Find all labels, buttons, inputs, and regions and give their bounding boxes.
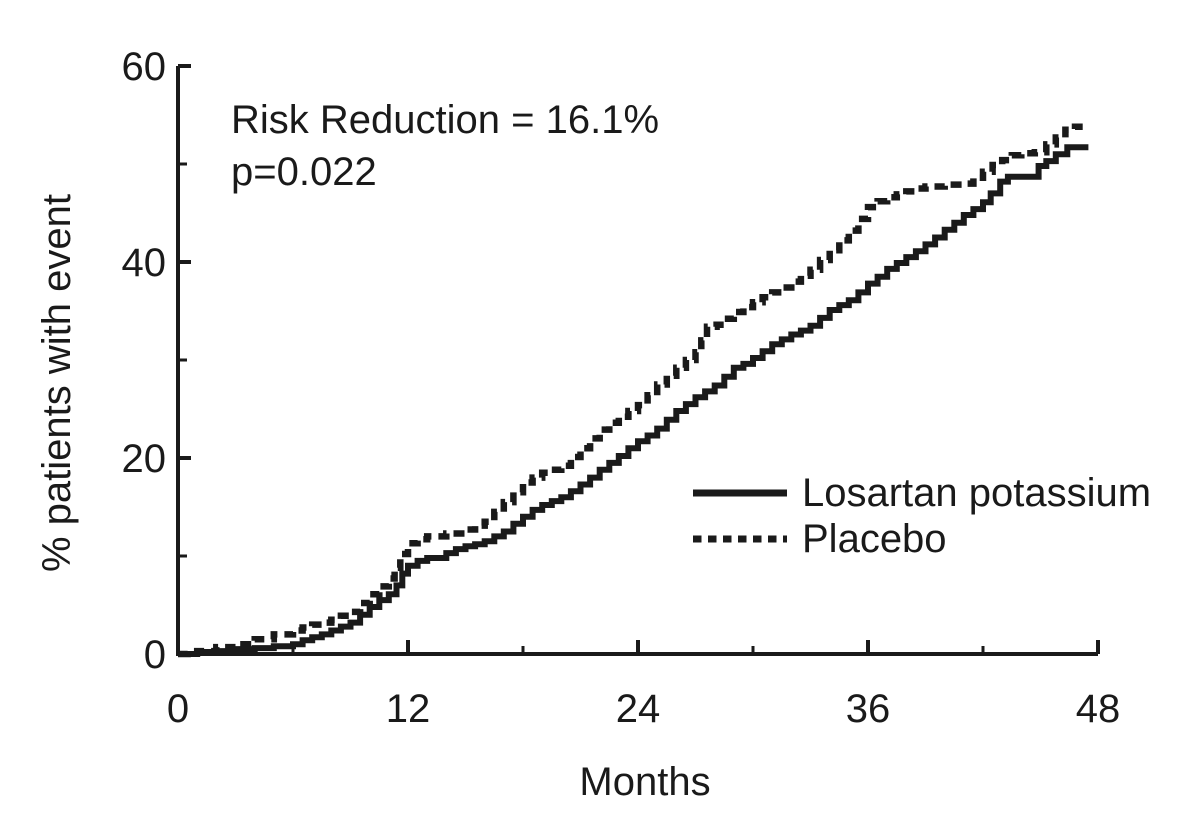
losartan-curve	[178, 144, 1089, 657]
x-tick-label-24: 24	[616, 687, 661, 731]
x-axis-title: Months	[579, 760, 711, 804]
x-tick-label-12: 12	[386, 687, 431, 731]
y-tick-label-0: 0	[144, 633, 166, 677]
x-tick-label-0: 0	[167, 687, 189, 731]
y-tick-label-60: 60	[122, 45, 167, 89]
legend-label-losartan: Losartan potassium	[802, 471, 1152, 515]
placebo-curve	[178, 123, 1083, 658]
annotation-p-value: p=0.022	[231, 150, 377, 194]
x-tick-label-36: 36	[846, 687, 891, 731]
annotation-risk-reduction: Risk Reduction = 16.1%	[231, 98, 660, 142]
x-tick-label-48: 48	[1076, 687, 1121, 731]
legend-label-placebo: Placebo	[802, 517, 947, 561]
annotation-block: Risk Reduction = 16.1% p=0.022	[231, 94, 659, 198]
y-tick-label-20: 20	[122, 437, 167, 481]
y-axis-title: % patients with event	[35, 194, 79, 572]
y-tick-label-40: 40	[122, 241, 167, 285]
